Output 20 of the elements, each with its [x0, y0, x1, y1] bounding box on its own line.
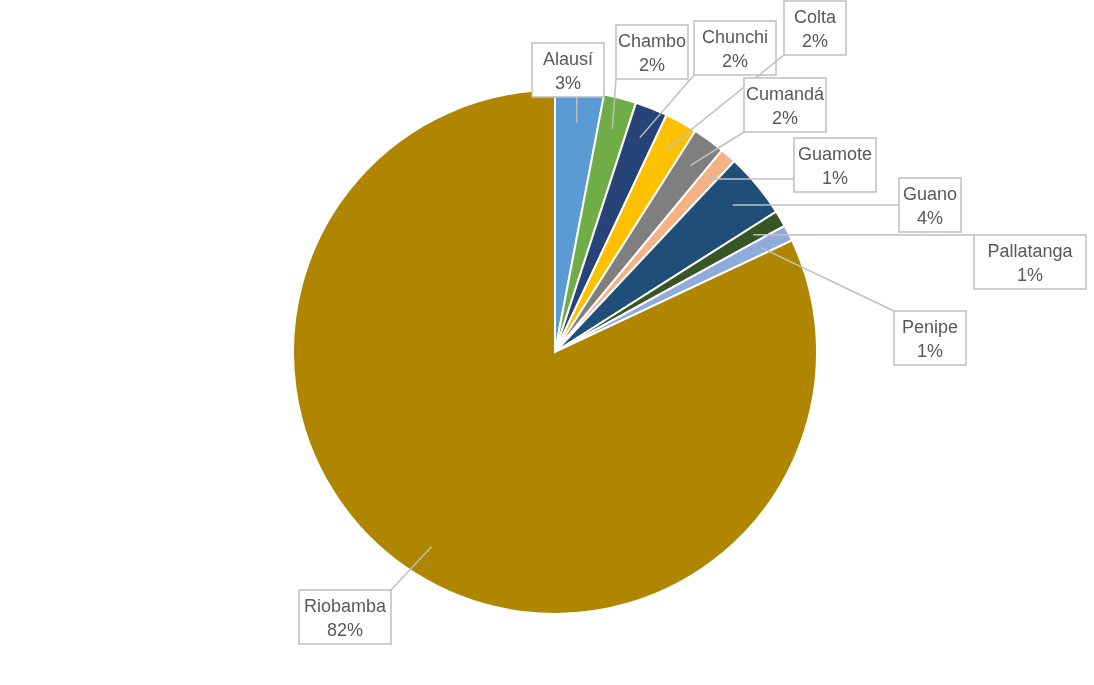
- data-label: 82%: [326, 620, 364, 640]
- slice-label: Riobamba: [303, 596, 388, 616]
- data-label: 1%: [1016, 265, 1044, 285]
- data-label: 4%: [916, 208, 944, 228]
- slice-label: Guano: [902, 184, 958, 204]
- slice-label: Pallatanga: [987, 241, 1074, 261]
- slice-label: Chambo: [617, 31, 687, 51]
- data-label: 2%: [801, 31, 829, 51]
- data-label: 2%: [638, 55, 666, 75]
- data-label: 2%: [771, 108, 799, 128]
- slice-label: Alausí: [542, 49, 594, 69]
- slice-label: Guamote: [797, 144, 873, 164]
- data-label: 1%: [821, 168, 849, 188]
- data-label: 1%: [916, 341, 944, 361]
- slice-label: Penipe: [901, 317, 959, 337]
- slice-label: Chunchi: [701, 27, 769, 47]
- slice-label: Cumandá: [745, 84, 826, 104]
- slice-label: Colta: [793, 7, 837, 27]
- data-label: 2%: [721, 51, 749, 71]
- data-label: 3%: [554, 73, 582, 93]
